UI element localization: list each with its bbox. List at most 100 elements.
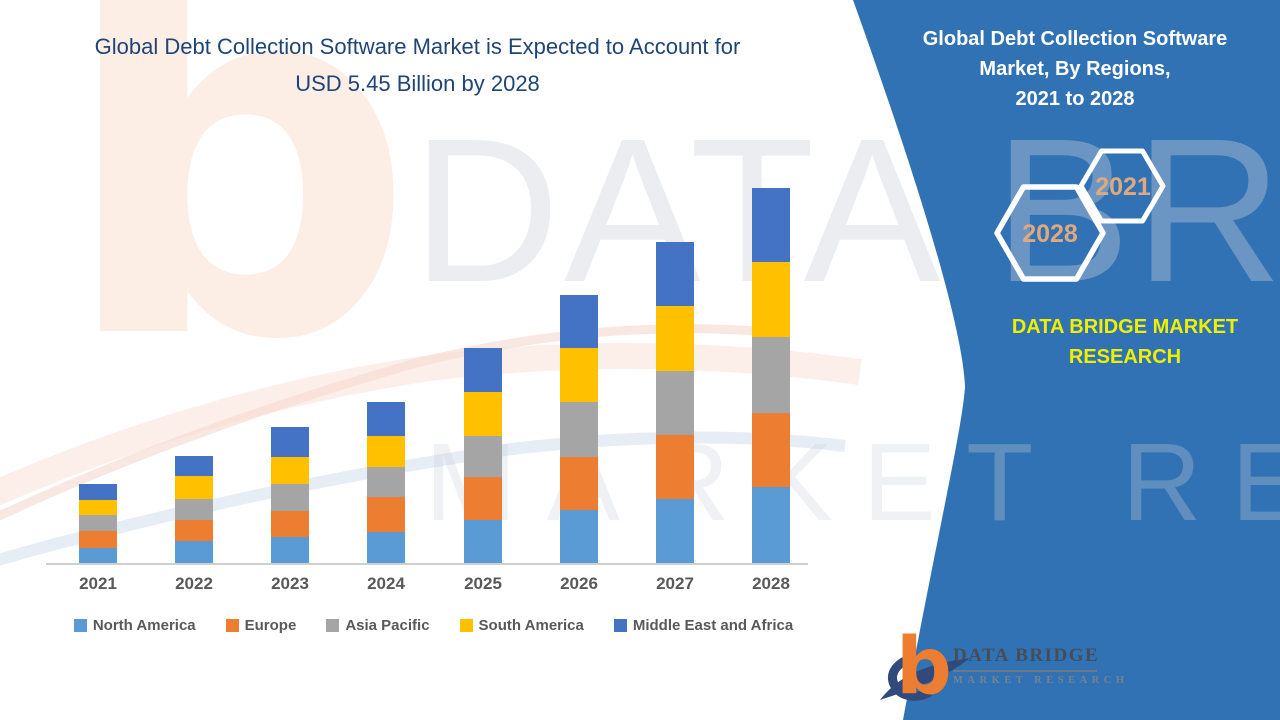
hexagon-start-year-label: 2021: [1095, 173, 1151, 201]
x-axis-label-2026: 2026: [560, 574, 598, 593]
x-axis-label-2025: 2025: [464, 574, 502, 593]
x-axis-label-2023: 2023: [271, 574, 309, 593]
legend-label: Middle East and Africa: [632, 617, 794, 634]
legend-item-north-america: North America: [73, 617, 196, 634]
legend-label: Europe: [244, 617, 297, 634]
bar-segment-2026-asia-pacific: [560, 401, 598, 457]
hexagon-2028: [994, 184, 1106, 282]
logo-underline: [953, 670, 1097, 672]
bar-segment-2024-north-america: [367, 532, 405, 563]
x-axis-label-2027: 2027: [656, 574, 694, 593]
legend-item-asia-pacific: Asia Pacific: [326, 617, 430, 634]
bar-segment-2021-asia-pacific: [79, 514, 117, 531]
legend-swatch-icon: [613, 619, 627, 632]
bar-segment-2025-north-america: [464, 520, 502, 563]
bar-segment-2025-asia-pacific: [464, 436, 502, 478]
sidebar-brand-line2: RESEARCH: [1068, 346, 1182, 368]
swoosh-band-pale: [0, 342, 862, 506]
bar-segment-2022-europe: [175, 519, 213, 542]
logo-name-text: DATA BRIDGE: [953, 645, 1100, 666]
legend-label: North America: [92, 617, 196, 634]
chart-legend: North America Europe Asia Pacific South Ame…: [46, 617, 821, 634]
bar-segment-2027-south-america: [656, 305, 694, 371]
bar-segment-2027-north-america: [656, 498, 694, 563]
x-axis-label-2028: 2028: [752, 574, 790, 593]
sidebar-title-line3: 2021 to 2028: [1015, 88, 1135, 110]
bar-segment-2024-middle-east-and-africa: [367, 402, 405, 436]
bar-segment-2023-middle-east-and-africa: [271, 427, 309, 458]
logo-tagline-text: MARKET RESEARCH: [953, 675, 1129, 686]
legend-swatch-icon: [73, 619, 87, 632]
sidebar-brand-name: DATA BRIDGE MARKET RESEARCH: [940, 312, 1280, 372]
sidebar-title-line1: Global Debt Collection Software: [922, 28, 1228, 50]
bar-segment-2028-south-america: [752, 262, 790, 338]
legend-item-middle-east-and-africa: Middle East and Africa: [613, 617, 794, 634]
bar-2021: [79, 484, 117, 563]
bar-segment-2028-north-america: [752, 487, 790, 563]
chart-title-line1: Global Debt Collection Software Market i…: [94, 34, 741, 59]
legend-item-south-america: South America: [459, 617, 584, 634]
chart-title: Global Debt Collection Software Market i…: [40, 28, 795, 102]
bar-segment-2028-europe: [752, 412, 790, 488]
bar-2026: [560, 295, 598, 563]
bar-segment-2027-asia-pacific: [656, 370, 694, 436]
bar-2028: [752, 188, 790, 563]
brand-b-watermark: b: [58, 0, 416, 449]
bar-2025: [464, 348, 502, 563]
sidebar-title-line2: Market, By Regions,: [979, 58, 1171, 80]
bar-segment-2026-middle-east-and-africa: [560, 295, 598, 348]
legend-swatch-icon: [459, 619, 473, 632]
x-axis-label-2024: 2024: [367, 574, 405, 593]
bar-segment-2026-north-america: [560, 509, 598, 563]
sidebar-polygon: [853, 0, 1280, 720]
bar-segment-2024-asia-pacific: [367, 466, 405, 497]
x-axis-line: [46, 563, 808, 565]
watermark-text-line2: MARKET RESEARCH: [425, 421, 1280, 544]
bar-segment-2024-europe: [367, 496, 405, 532]
sidebar-brand-line1: DATA BRIDGE MARKET: [1011, 316, 1239, 338]
bar-segment-2022-north-america: [175, 541, 213, 563]
logo-swoosh-icon: [880, 656, 970, 701]
bar-2023: [271, 427, 309, 563]
sidebar-title: Global Debt Collection Software Market, …: [905, 24, 1245, 114]
bar-segment-2021-europe: [79, 530, 117, 548]
bar-segment-2021-south-america: [79, 499, 117, 515]
bar-segment-2027-middle-east-and-africa: [656, 242, 694, 306]
bar-segment-2021-middle-east-and-africa: [79, 484, 117, 500]
bar-segment-2025-south-america: [464, 392, 502, 437]
bar-segment-2022-asia-pacific: [175, 498, 213, 520]
year-hexagons-graphic: [994, 148, 1166, 282]
bar-segment-2022-south-america: [175, 475, 213, 499]
bar-2022: [175, 456, 213, 563]
x-axis-label-2022: 2022: [175, 574, 213, 593]
bar-segment-2028-asia-pacific: [752, 337, 790, 413]
chart-title-line2: USD 5.45 Billion by 2028: [295, 71, 540, 96]
bar-segment-2023-asia-pacific: [271, 484, 309, 511]
hexagon-2021: [1078, 148, 1166, 224]
bar-segment-2024-south-america: [367, 435, 405, 467]
watermark-text-line1: DATA BRIDGE: [412, 96, 1280, 325]
legend-swatch-icon: [225, 619, 239, 632]
legend-swatch-icon: [326, 619, 340, 632]
bar-segment-2023-europe: [271, 510, 309, 537]
bar-segment-2025-europe: [464, 477, 502, 520]
legend-label: Asia Pacific: [345, 617, 430, 634]
bar-segment-2025-middle-east-and-africa: [464, 348, 502, 393]
bar-2027: [656, 242, 694, 563]
legend-label: South America: [478, 617, 584, 634]
logo-b-letter: b: [896, 622, 952, 712]
bar-segment-2026-south-america: [560, 347, 598, 402]
bar-segment-2027-europe: [656, 435, 694, 499]
bar-segment-2022-middle-east-and-africa: [175, 456, 213, 476]
bar-segment-2021-north-america: [79, 547, 117, 563]
legend-item-europe: Europe: [225, 617, 297, 634]
hexagon-end-year-label: 2028: [1022, 220, 1078, 248]
bar-2024: [367, 402, 405, 563]
bar-segment-2023-north-america: [271, 536, 309, 563]
x-axis-label-2021: 2021: [79, 574, 117, 593]
bar-segment-2026-europe: [560, 456, 598, 510]
swoosh-line-red: [0, 324, 771, 521]
bar-segment-2023-south-america: [271, 457, 309, 484]
